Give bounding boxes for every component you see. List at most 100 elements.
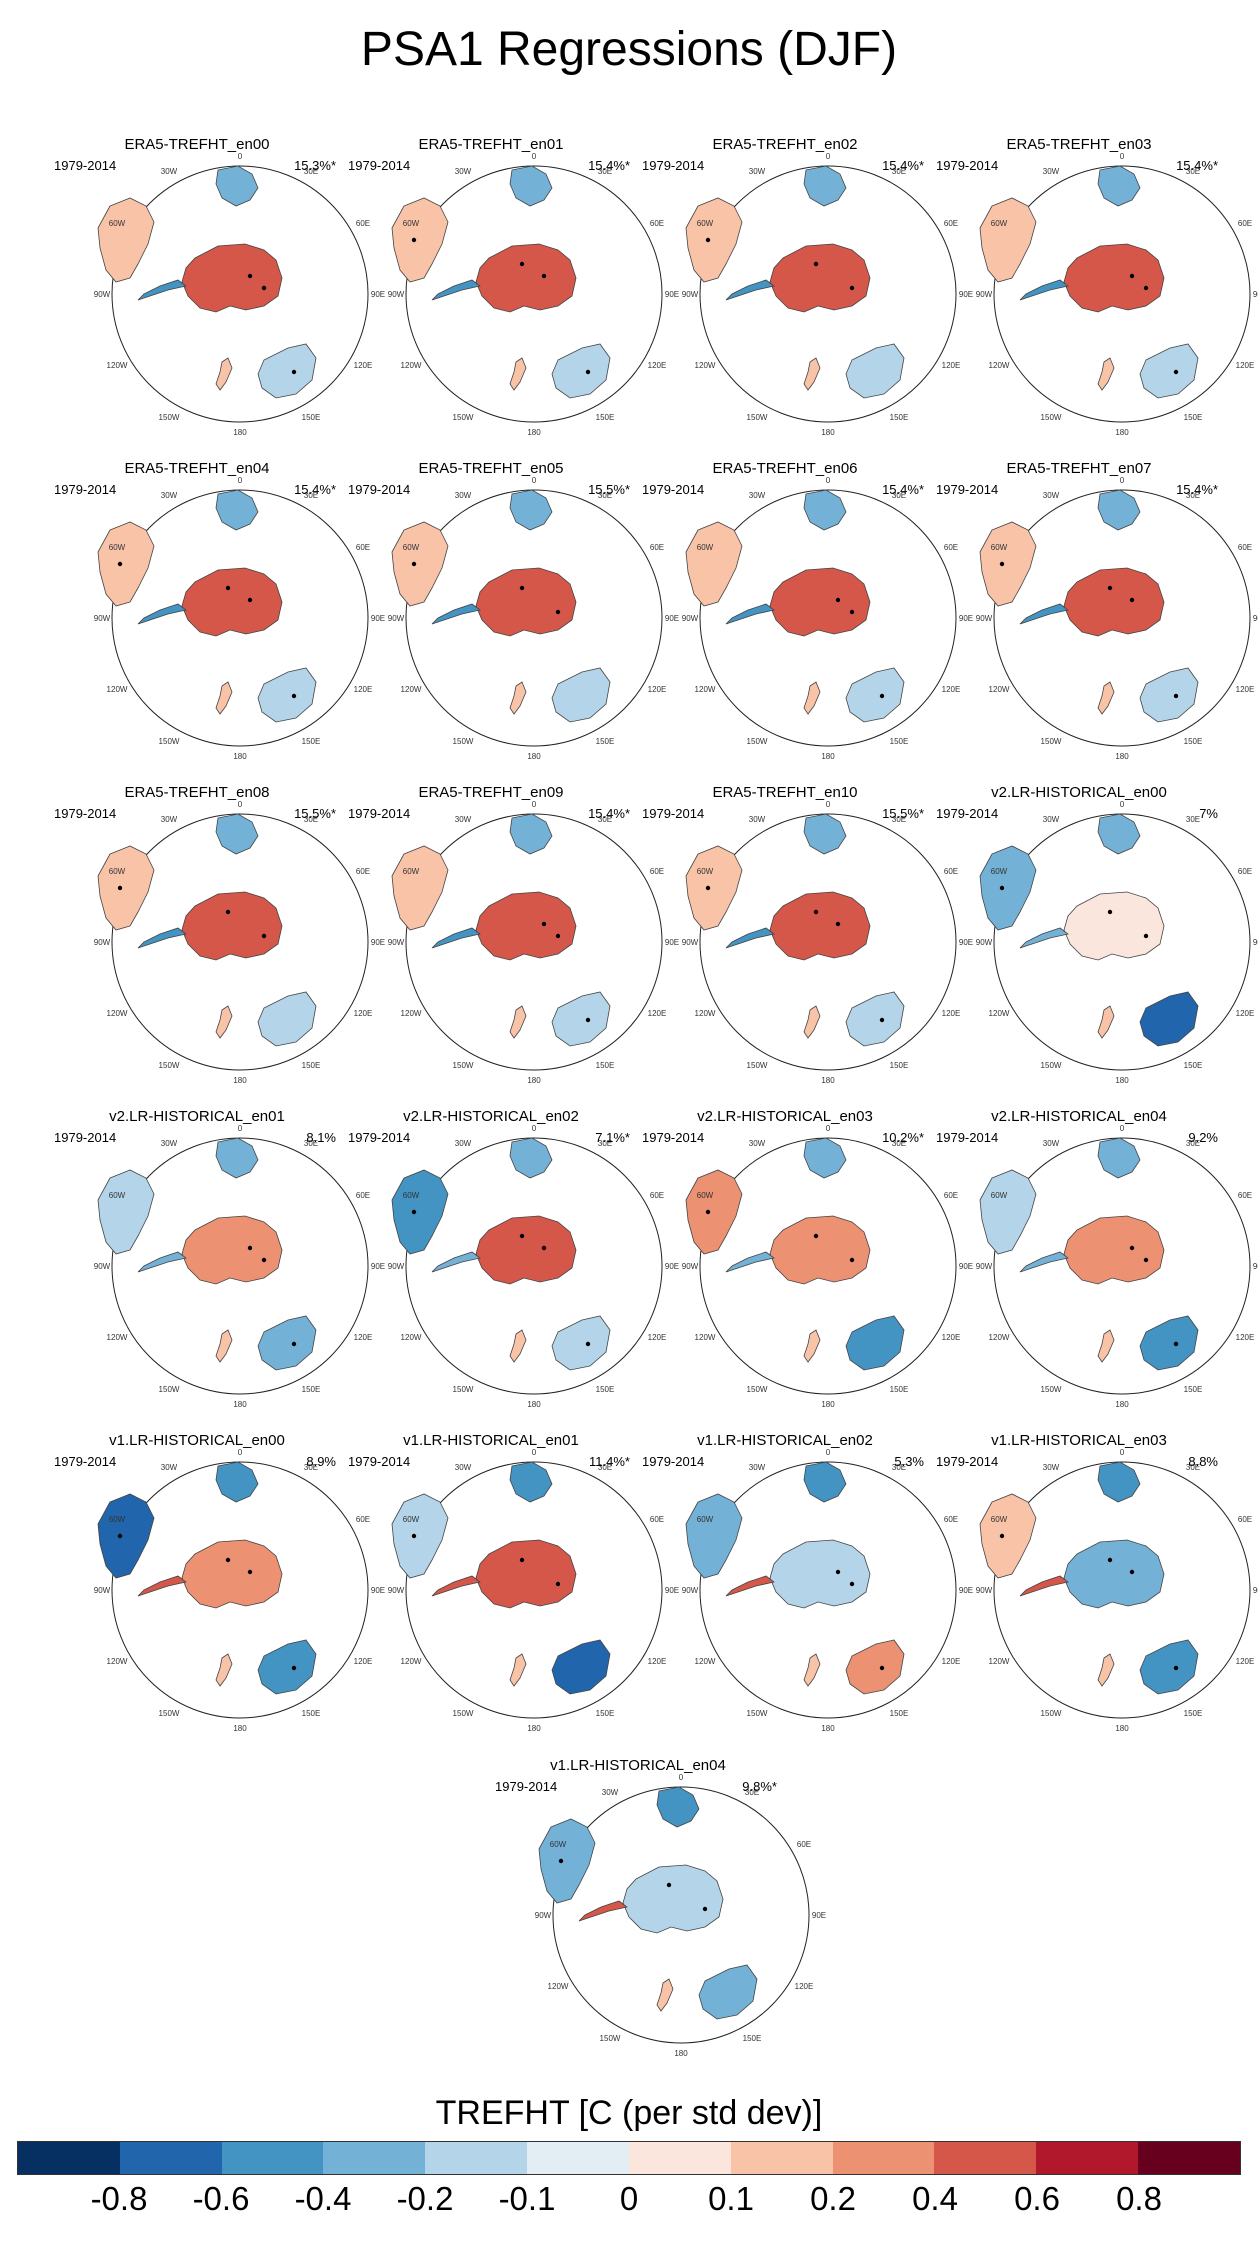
map-panel: 0 30E 60E 90E 120E 150E 180 150W 120W 90W 60W 30W ER…: [638, 784, 973, 1085]
longitude-label: 30W: [455, 1463, 472, 1472]
newZealand-region: [1097, 1329, 1115, 1363]
panel-period: 1979-2014: [348, 158, 411, 173]
panel-period: 1979-2014: [348, 482, 411, 497]
longitude-label: 180: [233, 428, 247, 437]
newZealand-region: [656, 1978, 674, 2012]
longitude-label: 180: [527, 1724, 541, 1733]
longitude-label: 30W: [161, 815, 178, 824]
longitude-label: 60W: [991, 867, 1008, 876]
australia-region: [551, 991, 611, 1047]
longitude-label: 150E: [743, 2034, 762, 2043]
longitude-label: 90W: [976, 290, 993, 299]
longitude-label: 0: [238, 476, 243, 485]
significance-dot: [291, 1341, 297, 1347]
peninsula-region: [1019, 1575, 1069, 1597]
longitude-label: 0: [532, 476, 537, 485]
longitude-label: 150E: [1184, 413, 1203, 422]
longitude-label: 0: [532, 152, 537, 161]
panel-variance-explained: 15.4%*: [294, 482, 336, 497]
polar-map: 0 30E 60E 90E 120E 150E 180 150W 120W 90W 60W 30W: [94, 152, 385, 437]
colorbar: [17, 2141, 1241, 2175]
longitude-label: 150W: [747, 413, 768, 422]
map-panel: 0 30E 60E 90E 120E 150E 180 150W 120W 90W 60W 30W v2…: [50, 1108, 385, 1409]
panel-title: v1.LR-HISTORICAL_en01: [403, 1432, 579, 1449]
longitude-label: 60E: [356, 1191, 370, 1200]
australia-region: [845, 343, 905, 399]
peninsula-region: [1019, 1251, 1069, 1273]
significance-dot: [999, 561, 1005, 567]
longitude-label: 60W: [109, 543, 126, 552]
map-panel: 0 30E 60E 90E 120E 150E 180 150W 120W 90W 60W 30W v2…: [932, 784, 1258, 1085]
panel-variance-explained: 15.4%*: [588, 806, 630, 821]
peninsula-region: [1019, 603, 1069, 625]
significance-dot: [225, 909, 231, 915]
longitude-label: 90W: [682, 938, 699, 947]
africa-region: [215, 813, 259, 855]
longitude-label: 180: [527, 1400, 541, 1409]
antarctica-region: [1063, 1215, 1165, 1285]
significance-dot: [117, 1533, 123, 1539]
longitude-label: 150E: [302, 1385, 321, 1394]
longitude-label: 30E: [892, 815, 906, 824]
significance-dot: [849, 609, 855, 615]
newZealand-region: [1097, 1005, 1115, 1039]
longitude-label: 120E: [354, 1333, 373, 1342]
panel-variance-explained: 11.4%*: [589, 1454, 630, 1469]
significance-dot: [813, 909, 819, 915]
southAmerica-region: [979, 845, 1037, 931]
newZealand-region: [215, 681, 233, 715]
longitude-label: 0: [1120, 152, 1125, 161]
map-panel: 0 30E 60E 90E 120E 150E 180 150W 120W 90W 60W 30W ER…: [638, 136, 973, 437]
panel-period: 1979-2014: [348, 806, 411, 821]
longitude-label: 120E: [648, 1333, 667, 1342]
panel-title: ERA5-TREFHT_en08: [124, 784, 270, 801]
longitude-label: 60E: [944, 867, 958, 876]
newZealand-region: [509, 1653, 527, 1687]
longitude-label: 60E: [1238, 867, 1252, 876]
longitude-label: 60W: [109, 219, 126, 228]
newZealand-region: [509, 681, 527, 715]
antarctica-region: [475, 1215, 577, 1285]
africa-region: [1097, 813, 1141, 855]
antarctica-region: [1063, 567, 1165, 637]
australia-region: [257, 991, 317, 1047]
polar-map: 0 30E 60E 90E 120E 150E 180 150W 120W 90W 60W 30W: [388, 1124, 679, 1409]
australia-region: [257, 1639, 317, 1695]
longitude-label: 60W: [991, 219, 1008, 228]
longitude-label: 120E: [942, 685, 961, 694]
panel-period: 1979-2014: [936, 806, 999, 821]
peninsula-region: [1019, 279, 1069, 301]
longitude-label: 90W: [976, 938, 993, 947]
significance-dot: [705, 1209, 711, 1215]
panel-title: v1.LR-HISTORICAL_en03: [991, 1432, 1167, 1449]
longitude-label: 60E: [356, 543, 370, 552]
antarctica-region: [181, 243, 283, 313]
colorbar-tick-label: 0: [619, 2180, 639, 2217]
map-panel: 0 30E 60E 90E 120E 150E 180 150W 120W 90W 60W 30W ER…: [932, 136, 1258, 437]
panel-period: 1979-2014: [642, 1130, 705, 1145]
australia-region: [257, 667, 317, 723]
africa-region: [215, 489, 259, 531]
map-panel: 0 30E 60E 90E 120E 150E 180 150W 120W 90W 60W 30W v1…: [344, 1432, 679, 1733]
longitude-label: 180: [527, 1076, 541, 1085]
longitude-label: 0: [238, 1124, 243, 1133]
southAmerica-region: [391, 197, 449, 283]
longitude-label: 0: [826, 1448, 831, 1457]
peninsula-region: [431, 927, 481, 949]
longitude-label: 30W: [1043, 1463, 1060, 1472]
panel-period: 1979-2014: [936, 1130, 999, 1145]
longitude-label: 120W: [695, 685, 716, 694]
longitude-label: 60W: [991, 1515, 1008, 1524]
longitude-label: 60W: [403, 543, 420, 552]
newZealand-region: [509, 357, 527, 391]
longitude-label: 30E: [1186, 1139, 1200, 1148]
longitude-label: 90E: [371, 938, 385, 947]
significance-dot: [585, 1017, 591, 1023]
colorbar-tick-label: 0.1: [708, 2180, 754, 2217]
panel-period: 1979-2014: [348, 1130, 411, 1145]
colorbar-segment: [628, 2142, 731, 2174]
newZealand-region: [803, 1329, 821, 1363]
longitude-label: 180: [233, 1724, 247, 1733]
longitude-label: 180: [821, 428, 835, 437]
longitude-label: 30E: [892, 1139, 906, 1148]
